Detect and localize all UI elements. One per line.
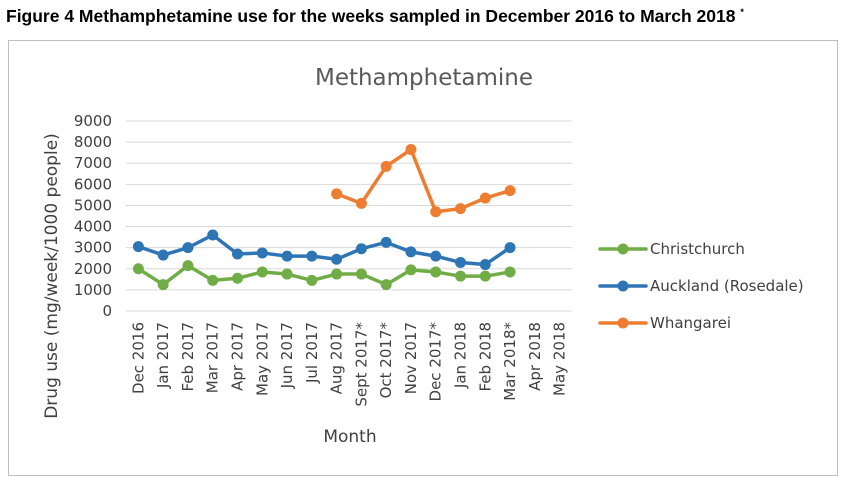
data-point [157,249,169,261]
x-tick-label: Mar 2018* [501,322,519,401]
series-lines [136,147,512,287]
data-point [232,272,243,284]
data-point [455,203,466,215]
series-line [136,233,512,267]
y-tick-label: 0 [102,302,112,320]
data-point [207,274,219,286]
data-point [504,185,516,197]
legend-label: Auckland (Rosedale) [650,277,804,295]
y-axis-ticks: 0 1000 2000 3000 4000 5000 6000 7000 8000 9000 [74,112,112,320]
data-point [355,197,367,209]
x-tick-label: Aug 2017 [328,322,346,394]
y-axis-title: Drug use (mg/week/1000 people) [42,133,62,419]
data-point [430,266,442,278]
data-point [380,160,392,172]
y-tick-label: 4000 [74,218,112,236]
data-point [182,260,194,272]
data-point [207,229,219,241]
data-point [306,274,318,286]
data-point [455,270,466,282]
x-tick-label: Sept 2017* [352,322,370,407]
y-tick-label: 8000 [74,133,112,151]
y-tick-label: 2000 [74,260,112,278]
chart-title: Methamphetamine [315,65,533,91]
x-tick-label: May 2018 [551,322,569,396]
data-point [256,266,268,278]
y-tick-label: 6000 [74,175,112,193]
data-point [132,263,144,275]
figure-caption-text: Figure 4 Methamphetamine use for the wee… [6,6,736,26]
x-tick-label: Oct 2017* [377,322,395,399]
series-line [136,263,512,287]
x-tick-label: Jun 2017 [278,322,296,389]
x-axis-title: Month [323,427,376,447]
data-point [157,279,169,291]
data-point [256,247,268,259]
legend: Christchurch Auckland (Rosedale) Whangarei [598,240,804,332]
legend-label: Christchurch [650,240,745,258]
y-tick-label: 9000 [74,112,112,130]
x-tick-label: Dec 2017* [427,322,445,402]
x-tick-label: Jul 2017 [303,322,321,384]
legend-label: Whangarei [650,314,731,332]
x-tick-label: Dec 2016 [129,322,147,394]
x-tick-label: Apr 2017 [229,322,247,391]
series-markers [132,144,516,291]
data-point [182,242,194,254]
legend-marker [617,317,629,329]
x-tick-label: May 2017 [253,322,271,396]
x-tick-label: Feb 2018 [476,322,494,392]
data-point [232,248,243,260]
data-point [479,259,491,271]
y-tick-label: 3000 [74,239,112,257]
y-tick-label: 7000 [74,154,112,172]
data-point [479,270,491,282]
x-tick-label: Mar 2017 [204,322,222,393]
x-tick-label: Jan 2018 [452,322,470,389]
data-point [281,250,293,262]
x-tick-label: Apr 2018 [526,322,544,391]
data-point [430,206,442,218]
data-point [331,268,343,280]
figure-caption-mark: * [740,7,744,18]
data-point [504,266,516,278]
data-point [331,253,343,265]
data-point [355,243,367,255]
data-point [430,250,442,262]
y-tick-label: 1000 [74,281,112,299]
x-axis-ticks: Dec 2016 Jan 2017 Feb 2017 Mar 2017 Apr 2017… [129,322,568,407]
data-point [306,250,318,262]
y-tick-label: 5000 [74,196,112,214]
data-point [281,268,293,280]
x-tick-label: Nov 2017 [402,322,420,394]
data-point [405,144,417,155]
figure-caption: Figure 4 Methamphetamine use for the wee… [6,6,846,27]
x-tick-label: Jan 2017 [154,322,172,389]
gridlines [126,120,572,312]
data-point [331,188,343,200]
legend-marker [617,243,629,255]
data-point [455,256,466,268]
data-point [504,242,516,254]
data-point [405,246,417,258]
x-tick-label: Feb 2017 [179,322,197,392]
data-point [479,192,491,204]
data-point [132,241,144,253]
legend-marker [617,280,629,292]
data-point [380,236,392,248]
data-point [380,279,392,291]
data-point [405,264,417,276]
chart-frame [8,40,838,476]
data-point [355,268,367,280]
